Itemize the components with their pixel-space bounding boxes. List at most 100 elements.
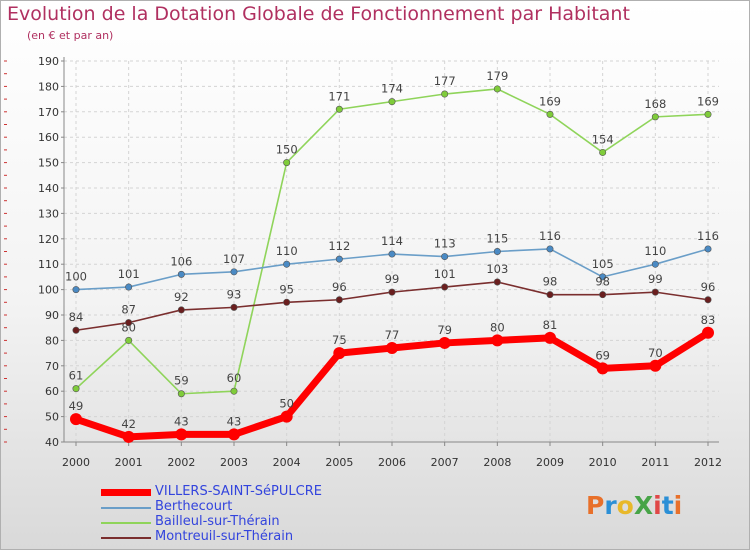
data-label: 80 [490,320,505,334]
data-label: 93 [227,287,242,301]
data-label: 61 [69,369,84,383]
data-point [599,148,607,156]
x-tick-label: 2007 [431,456,459,469]
proxiti-logo: ProXiti [586,491,682,520]
data-point [388,98,396,106]
data-point [72,326,80,334]
x-tick-label: 2010 [589,456,617,469]
y-tick-label: 130 [38,207,59,220]
y-tick-label: 150 [38,157,59,170]
data-point [651,113,659,121]
y-tick-label: 40 [45,436,59,449]
data-label: 42 [121,417,136,431]
y-tick-label: 140 [38,182,59,195]
y-tick-label: 90 [45,309,59,322]
data-point [546,291,554,299]
data-label: 98 [595,275,610,289]
data-label: 179 [486,69,508,83]
data-label: 171 [328,89,350,103]
data-point [333,347,346,360]
chart-legend: VILLERS-SAINT-SéPULCRE Berthecourt Baill… [101,484,361,545]
data-label: 95 [279,282,294,296]
data-point [125,283,133,291]
data-label: 101 [118,267,140,281]
data-point [388,288,396,296]
data-label: 114 [381,234,403,248]
logo-letter: P [586,491,605,520]
data-point [335,296,343,304]
data-point [704,245,712,253]
legend-label: Bailleul-sur-Thérain [155,514,280,529]
x-tick-label: 2012 [694,456,722,469]
y-tick-label: 120 [38,233,59,246]
chart-title: Evolution de la Dotation Globale de Fonc… [7,3,630,25]
data-point [335,105,343,113]
data-label: 169 [539,94,561,108]
data-point [70,413,82,426]
data-point [599,273,607,281]
logo-letter: i [673,491,683,520]
data-label: 43 [174,414,189,428]
data-point [651,288,659,296]
data-label: 43 [227,414,242,428]
data-point [544,331,556,344]
legend-swatch [101,507,151,509]
data-point [441,253,449,261]
data-label: 169 [697,94,719,108]
logo-letter: r [604,491,617,520]
data-point [228,428,240,441]
data-label: 154 [592,132,614,146]
data-point [283,298,291,306]
x-tick-label: 2011 [641,456,669,469]
data-label: 105 [592,257,614,271]
data-point [283,260,291,268]
data-point [122,430,135,443]
data-label: 110 [644,244,666,258]
data-label: 101 [434,267,456,281]
data-point [599,291,607,299]
data-point [177,270,185,278]
data-point [335,255,343,263]
data-label: 70 [648,346,663,360]
data-label: 59 [174,374,189,388]
x-tick-label: 2006 [378,456,406,469]
data-point [493,278,501,286]
data-point [546,110,554,118]
data-point [230,387,238,395]
y-tick-label: 100 [38,284,59,297]
x-tick-label: 2003 [220,456,248,469]
data-label: 69 [595,348,610,362]
data-point [704,110,712,118]
data-point [72,286,80,294]
data-label: 84 [69,310,84,324]
x-tick-label: 2009 [536,456,564,469]
y-tick-label: 160 [38,131,59,144]
data-label: 75 [332,333,347,347]
y-tick-label: 60 [45,385,59,398]
data-point [704,296,712,304]
data-label: 79 [437,323,452,337]
data-point [175,428,188,441]
data-label: 113 [434,237,456,251]
x-tick-label: 2001 [115,456,143,469]
data-point [546,245,554,253]
y-tick-label: 170 [38,106,59,119]
data-label: 49 [69,399,84,413]
data-point [177,390,185,398]
data-label: 83 [701,313,716,327]
data-point [388,250,396,258]
data-label: 110 [276,244,298,258]
data-point [493,85,501,93]
legend-swatch [101,489,151,496]
legend-label: Berthecourt [155,499,233,514]
legend-item-bailleul: Bailleul-sur-Thérain [101,514,361,530]
data-point [438,336,451,349]
x-tick-label: 2005 [325,456,353,469]
data-label: 107 [223,252,245,266]
data-point [441,90,449,98]
x-tick-label: 2008 [483,456,511,469]
chart-subtitle: (en € et par an) [27,29,114,42]
data-point [386,342,398,355]
data-label: 150 [276,143,298,157]
